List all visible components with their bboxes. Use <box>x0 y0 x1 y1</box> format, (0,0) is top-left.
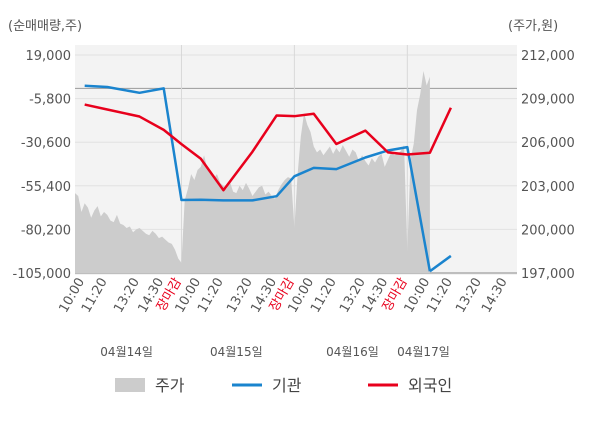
legend-label-2: 외국인 <box>408 376 452 395</box>
date-label-1: 04월15일 <box>210 345 263 359</box>
date-label-0: 04월14일 <box>100 345 153 359</box>
x-tick-label-18: 14:30 <box>479 276 511 316</box>
date-label-2: 04월16일 <box>326 345 379 359</box>
left-tick-label-4: -80,200 <box>21 223 71 238</box>
left-tick-label-1: -5,800 <box>29 93 71 108</box>
date-label-3: 04월17일 <box>397 345 450 359</box>
date-labels: 04월14일 04월15일 04월16일 04월17일 <box>100 345 449 359</box>
right-tick-label-1: 209,000 <box>521 93 575 108</box>
left-axis-unit: (순매매량,주) <box>8 19 82 34</box>
series-line-3 <box>84 103 452 192</box>
price-area <box>75 70 430 273</box>
right-tick-label-4: 200,000 <box>521 223 575 238</box>
left-tick-label-2: -30,600 <box>21 136 71 151</box>
left-tick-label-3: -55,400 <box>21 180 71 195</box>
left-tick-label-5: -105,000 <box>13 267 71 282</box>
right-tick-label-2: 206,000 <box>521 136 575 151</box>
price-area-layer <box>75 70 430 273</box>
left-tick-label-0: 19,000 <box>26 49 72 64</box>
legend-label-0: 주가 <box>155 376 185 395</box>
legend: 주가 기관 외국인 <box>115 376 452 395</box>
right-axis-unit: (주가,원) <box>508 19 558 34</box>
right-tick-label-3: 203,000 <box>521 180 575 195</box>
legend-swatch-0 <box>115 378 145 392</box>
right-tick-label-5: 197,000 <box>521 267 575 282</box>
series-line-layer <box>84 84 452 273</box>
legend-label-1: 기관 <box>272 376 302 395</box>
series-line-1 <box>84 84 432 272</box>
y-tick-labels: 19,000 -5,800 -30,600 -55,400 -80,200 -105,00… <box>13 49 575 282</box>
series-line-2 <box>429 254 452 273</box>
right-tick-label-0: 212,000 <box>521 49 575 64</box>
